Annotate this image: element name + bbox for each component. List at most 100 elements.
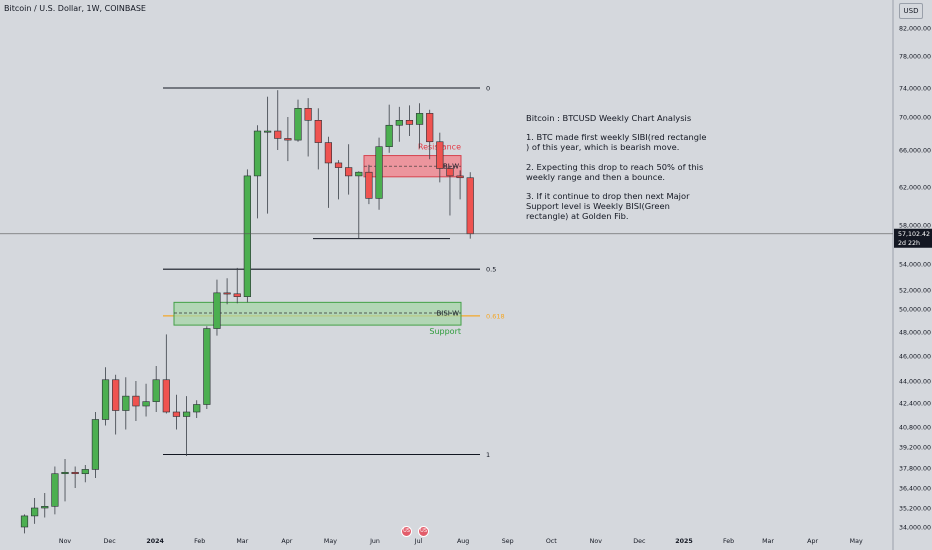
- chart-title: Bitcoin / U.S. Dollar, 1W, COINBASE: [4, 4, 146, 13]
- candle-body[interactable]: [264, 130, 272, 133]
- price-tick-label: 46,000.00: [899, 354, 931, 361]
- price-tick-label: 58,000.00: [899, 223, 931, 230]
- candle-body[interactable]: [223, 292, 231, 295]
- candle-body[interactable]: [243, 175, 251, 297]
- price-tick-label: 54,000.00: [899, 262, 931, 269]
- price-axis-panel: [893, 0, 932, 550]
- candle-body[interactable]: [284, 138, 292, 141]
- candle-body[interactable]: [71, 471, 79, 475]
- time-tick-label: Apr: [807, 538, 818, 545]
- fib-levels: 0 0.5 0.618 1: [163, 85, 505, 459]
- candles: [20, 90, 474, 534]
- time-axis[interactable]: Nov Dec 2024 Feb Mar Apr May Jun Jul Aug Sep Oct Nov…: [59, 538, 863, 545]
- time-tick-label: May: [850, 538, 863, 545]
- candle-body[interactable]: [304, 108, 312, 121]
- candle-body[interactable]: [91, 419, 100, 470]
- price-tick-label: 66,000.00: [899, 148, 931, 155]
- price-tick-label: 34,000.00: [899, 525, 931, 532]
- candle-body[interactable]: [213, 292, 221, 329]
- current-price-value: 57,102.42: [898, 231, 930, 238]
- candle-body[interactable]: [466, 177, 474, 235]
- price-tick-label: 62,000.00: [899, 185, 931, 192]
- candle-body[interactable]: [334, 162, 343, 168]
- price-tick-label: 78,000.00: [899, 54, 931, 61]
- current-price-countdown: 2d 22h: [898, 240, 920, 247]
- event-flags[interactable]: US US: [401, 517, 430, 537]
- candle-body[interactable]: [122, 395, 130, 411]
- time-tick-label: Oct: [546, 538, 557, 545]
- candle-body[interactable]: [142, 401, 150, 407]
- us-flag-icon[interactable]: US: [418, 526, 430, 537]
- candle-body[interactable]: [385, 124, 393, 148]
- candle-body[interactable]: [81, 469, 89, 475]
- candle-body[interactable]: [162, 379, 170, 413]
- candle-body[interactable]: [203, 328, 211, 405]
- candle-body[interactable]: [152, 379, 160, 402]
- price-tick-label: 42,400.00: [899, 401, 931, 408]
- candle-body[interactable]: [446, 168, 454, 177]
- price-tick-label: 52,000.00: [899, 288, 931, 295]
- zone-label: BISI-W: [436, 310, 459, 318]
- time-tick-label: Mar: [236, 538, 248, 545]
- candle-body[interactable]: [61, 471, 69, 475]
- analysis-point-2: 2. Expecting this drop to reach 50% of t…: [526, 161, 704, 182]
- candle-body[interactable]: [101, 379, 110, 420]
- candle-body[interactable]: [456, 175, 464, 179]
- candle-body[interactable]: [415, 113, 424, 125]
- candle-body[interactable]: [345, 167, 353, 177]
- candle-body[interactable]: [182, 411, 191, 417]
- time-tick-label: Jun: [369, 538, 380, 545]
- candle-body[interactable]: [172, 411, 181, 417]
- time-tick-label: 2024: [146, 538, 164, 545]
- analysis-title: Bitcoin : BTCUSD Weekly Chart Analysis: [526, 113, 692, 123]
- price-tick-label: 48,000.00: [899, 330, 931, 337]
- price-tick-label: 50,000.00: [899, 307, 931, 314]
- analysis-note: Bitcoin : BTCUSD Weekly Chart Analysis 1…: [526, 113, 736, 231]
- candle-body[interactable]: [355, 171, 363, 177]
- price-tick-label: 74,000.00: [899, 86, 931, 93]
- candle-body[interactable]: [41, 506, 49, 509]
- candle-body[interactable]: [132, 395, 140, 407]
- current-price-tag[interactable]: [894, 228, 932, 248]
- candle-body[interactable]: [375, 146, 383, 199]
- candle-body[interactable]: [436, 141, 444, 169]
- price-tick-label: 35,200.00: [899, 506, 931, 513]
- price-tick-label: 82,000.00: [899, 26, 931, 33]
- time-tick-label: Feb: [194, 538, 205, 545]
- analysis-point-1: 1. BTC made first weekly SIBI(red rectan…: [526, 132, 707, 153]
- support-zone[interactable]: [173, 301, 462, 326]
- candle-body[interactable]: [365, 171, 373, 199]
- fib-level-label: 1: [486, 451, 490, 459]
- candle-body[interactable]: [193, 404, 201, 413]
- candle-body[interactable]: [395, 120, 403, 126]
- candle-body[interactable]: [294, 108, 302, 141]
- time-tick-label: 2025: [675, 538, 693, 545]
- time-tick-label: Nov: [59, 538, 72, 545]
- candle-body[interactable]: [253, 130, 262, 177]
- fib-level-label: 0.5: [486, 266, 496, 274]
- price-tick-label: 39,200.00: [899, 445, 931, 452]
- candle-body[interactable]: [426, 113, 434, 143]
- candle-body[interactable]: [31, 507, 39, 517]
- price-tick-label: 70,000.00: [899, 115, 931, 122]
- us-flag-icon[interactable]: US: [401, 526, 412, 537]
- time-tick-label: Feb: [723, 538, 734, 545]
- candle-body[interactable]: [112, 379, 120, 411]
- time-tick-label: May: [324, 538, 337, 545]
- candle-body[interactable]: [314, 120, 322, 143]
- price-tick-label: 36,400.00: [899, 486, 931, 493]
- time-tick-label: Sep: [502, 538, 514, 545]
- candle-body[interactable]: [233, 293, 241, 297]
- candle-body[interactable]: [405, 120, 414, 125]
- candle-body[interactable]: [51, 473, 59, 507]
- time-tick-label: Nov: [590, 538, 603, 545]
- candle-body[interactable]: [274, 130, 282, 139]
- candle-body[interactable]: [324, 142, 333, 164]
- candle-body[interactable]: [20, 515, 29, 528]
- time-tick-label: Aug: [457, 538, 469, 545]
- currency-button[interactable]: USD: [899, 3, 923, 19]
- time-tick-label: Dec: [633, 538, 646, 545]
